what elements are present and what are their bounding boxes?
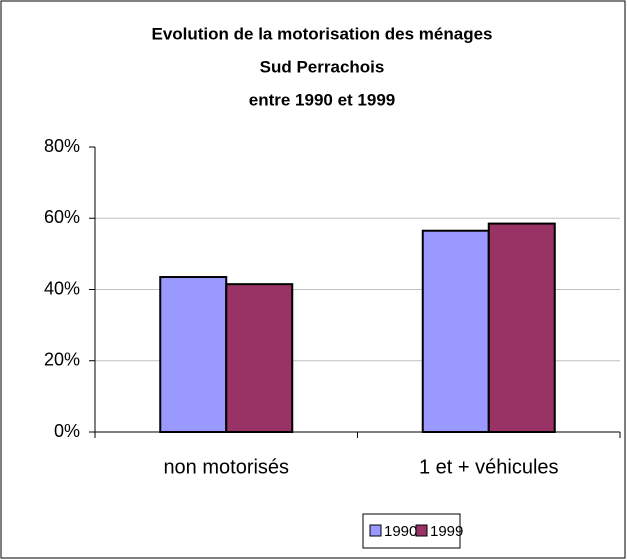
bar bbox=[225, 283, 294, 433]
legend-label: 1999 bbox=[430, 523, 463, 540]
y-tick-label: 80% bbox=[44, 136, 80, 156]
chart-title: entre 1990 et 1999 bbox=[249, 90, 396, 109]
legend-swatch bbox=[369, 524, 382, 537]
y-tick-label: 0% bbox=[54, 421, 80, 441]
x-tick-label: non motorisés bbox=[163, 456, 289, 478]
bar bbox=[159, 276, 228, 433]
y-tick-label: 20% bbox=[44, 350, 80, 370]
y-tick-label: 60% bbox=[44, 207, 80, 227]
y-tick-label: 40% bbox=[44, 278, 80, 298]
chart-title: Sud Perrachois bbox=[260, 57, 385, 76]
bar bbox=[421, 229, 490, 433]
bar bbox=[487, 222, 556, 433]
chart-title: Evolution de la motorisation des ménages bbox=[151, 24, 492, 43]
x-tick-label: 1 et + véhicules bbox=[419, 456, 559, 478]
legend-swatch bbox=[415, 524, 428, 537]
legend-label: 1990 bbox=[384, 523, 417, 540]
